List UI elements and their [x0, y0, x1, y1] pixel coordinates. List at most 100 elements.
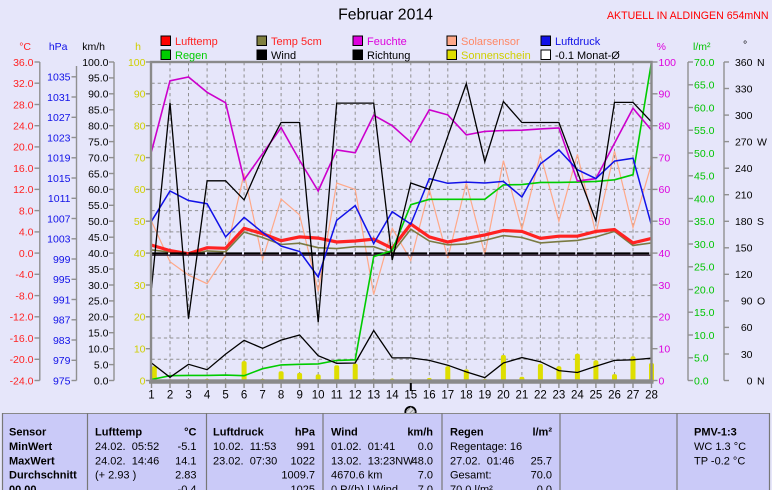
svg-text:30: 30	[659, 280, 671, 292]
svg-text:35.0: 35.0	[694, 216, 715, 228]
svg-text:20.0: 20.0	[694, 284, 715, 296]
svg-text:50: 50	[659, 216, 671, 228]
svg-text:999: 999	[53, 254, 71, 266]
svg-text:Regen: Regen	[450, 427, 484, 439]
svg-text:14: 14	[386, 390, 399, 402]
svg-text:60: 60	[659, 184, 671, 196]
svg-text:55.0: 55.0	[88, 200, 109, 212]
svg-text:1009.7: 1009.7	[281, 470, 315, 482]
svg-text:48.0: 48.0	[412, 455, 433, 467]
svg-text:N: N	[757, 375, 765, 387]
svg-text:l/m²: l/m²	[532, 427, 552, 439]
svg-text:1023: 1023	[47, 132, 71, 144]
svg-text:16.0: 16.0	[13, 163, 34, 175]
svg-text:km/h: km/h	[407, 427, 433, 439]
svg-text:10.02. 11:53: 10.02. 11:53	[213, 441, 276, 453]
svg-text:45.0: 45.0	[694, 171, 715, 183]
svg-text:O: O	[757, 296, 765, 308]
svg-text:27: 27	[627, 390, 640, 402]
svg-text:65.0: 65.0	[88, 168, 109, 180]
svg-text:40: 40	[659, 248, 671, 260]
svg-text:7.0: 7.0	[418, 484, 433, 490]
svg-text:Regen: Regen	[175, 50, 207, 62]
svg-text:28: 28	[645, 390, 658, 402]
svg-text:h: h	[135, 41, 141, 53]
svg-text:70.0: 70.0	[88, 152, 109, 164]
svg-text:75.0: 75.0	[88, 136, 109, 148]
svg-text:4670.6 km: 4670.6 km	[331, 470, 382, 482]
svg-text:983: 983	[53, 335, 71, 347]
svg-text:Lufttemp: Lufttemp	[175, 36, 218, 48]
svg-text:65.0: 65.0	[694, 80, 715, 92]
svg-text:40.0: 40.0	[88, 248, 109, 260]
svg-text:360: 360	[735, 57, 753, 69]
svg-text:Luftdruck: Luftdruck	[555, 36, 601, 48]
svg-text:24.02. 05:52: 24.02. 05:52	[95, 441, 159, 453]
svg-text:24.0: 24.0	[13, 121, 34, 133]
svg-text:90: 90	[659, 89, 671, 101]
svg-text:1025: 1025	[291, 484, 315, 490]
svg-text:50.0: 50.0	[694, 148, 715, 160]
svg-text:10: 10	[659, 344, 671, 356]
svg-text:80.0: 80.0	[88, 121, 109, 133]
svg-text:Solarsensor: Solarsensor	[461, 36, 520, 48]
svg-text:30: 30	[134, 280, 146, 292]
svg-text:MaxWert: MaxWert	[9, 455, 55, 467]
svg-text:°C: °C	[19, 41, 31, 53]
svg-text:(+ 2.93 ): (+ 2.93 )	[95, 470, 136, 482]
svg-text:70.0 l/m²: 70.0 l/m²	[450, 484, 493, 490]
svg-text:PMV-1:3: PMV-1:3	[694, 427, 737, 439]
svg-text:40: 40	[134, 248, 146, 260]
svg-text:5: 5	[222, 390, 228, 402]
svg-text:25.7: 25.7	[531, 455, 552, 467]
svg-text:0 P/(h) | Wind: 0 P/(h) | Wind	[331, 484, 398, 490]
svg-text:14.1: 14.1	[175, 455, 196, 467]
svg-text:16: 16	[423, 390, 436, 402]
svg-text:210: 210	[735, 190, 753, 202]
svg-text:5.0: 5.0	[694, 353, 709, 365]
svg-text:-20.0: -20.0	[10, 354, 34, 366]
svg-text:240: 240	[735, 163, 753, 175]
svg-text:90: 90	[134, 89, 146, 101]
svg-text:11: 11	[331, 390, 343, 402]
svg-text:8.0: 8.0	[19, 205, 34, 217]
svg-text:24: 24	[571, 390, 584, 402]
svg-text:-5.1: -5.1	[178, 441, 197, 453]
svg-text:hPa: hPa	[295, 427, 316, 439]
svg-text:l/m²: l/m²	[693, 41, 711, 53]
svg-text:330: 330	[735, 83, 753, 95]
svg-text:Regentage: 16: Regentage: 16	[450, 441, 522, 453]
svg-text:10.0: 10.0	[88, 344, 109, 356]
svg-text:4: 4	[204, 390, 211, 402]
svg-text:70.0: 70.0	[531, 470, 552, 482]
svg-text:987: 987	[53, 315, 71, 327]
svg-text:20.0: 20.0	[88, 312, 109, 324]
svg-text:1019: 1019	[47, 153, 71, 165]
svg-text:-8.0: -8.0	[15, 290, 33, 302]
svg-text:30: 30	[741, 349, 753, 361]
svg-text:90: 90	[741, 296, 753, 308]
svg-text:Wind: Wind	[271, 50, 296, 62]
svg-text:2: 2	[167, 390, 173, 402]
svg-text:35.0: 35.0	[88, 264, 109, 276]
svg-text:10: 10	[312, 390, 325, 402]
svg-text:Sonnenschein: Sonnenschein	[461, 50, 531, 62]
svg-text:S: S	[757, 216, 764, 228]
svg-text:85.0: 85.0	[88, 105, 109, 117]
svg-text:0.0: 0.0	[94, 375, 109, 387]
svg-text:-12.0: -12.0	[10, 312, 34, 324]
svg-text:1022: 1022	[291, 455, 315, 467]
svg-text:AKTUELL IN ALDINGEN 654mNN: AKTUELL IN ALDINGEN 654mNN	[607, 10, 769, 22]
svg-text:12: 12	[349, 390, 362, 402]
svg-text:2.83: 2.83	[175, 470, 196, 482]
svg-text:25.0: 25.0	[694, 262, 715, 274]
svg-text:70.0: 70.0	[694, 57, 715, 69]
svg-text:Sensor: Sensor	[9, 427, 47, 439]
svg-text:95.0: 95.0	[88, 73, 109, 85]
svg-text:-4.0: -4.0	[15, 269, 33, 281]
svg-text:5.0: 5.0	[94, 359, 109, 371]
svg-text:0.0: 0.0	[694, 375, 709, 387]
svg-text:60: 60	[741, 322, 753, 334]
svg-text:-16.0: -16.0	[10, 333, 34, 345]
svg-text:12.0: 12.0	[13, 184, 34, 196]
